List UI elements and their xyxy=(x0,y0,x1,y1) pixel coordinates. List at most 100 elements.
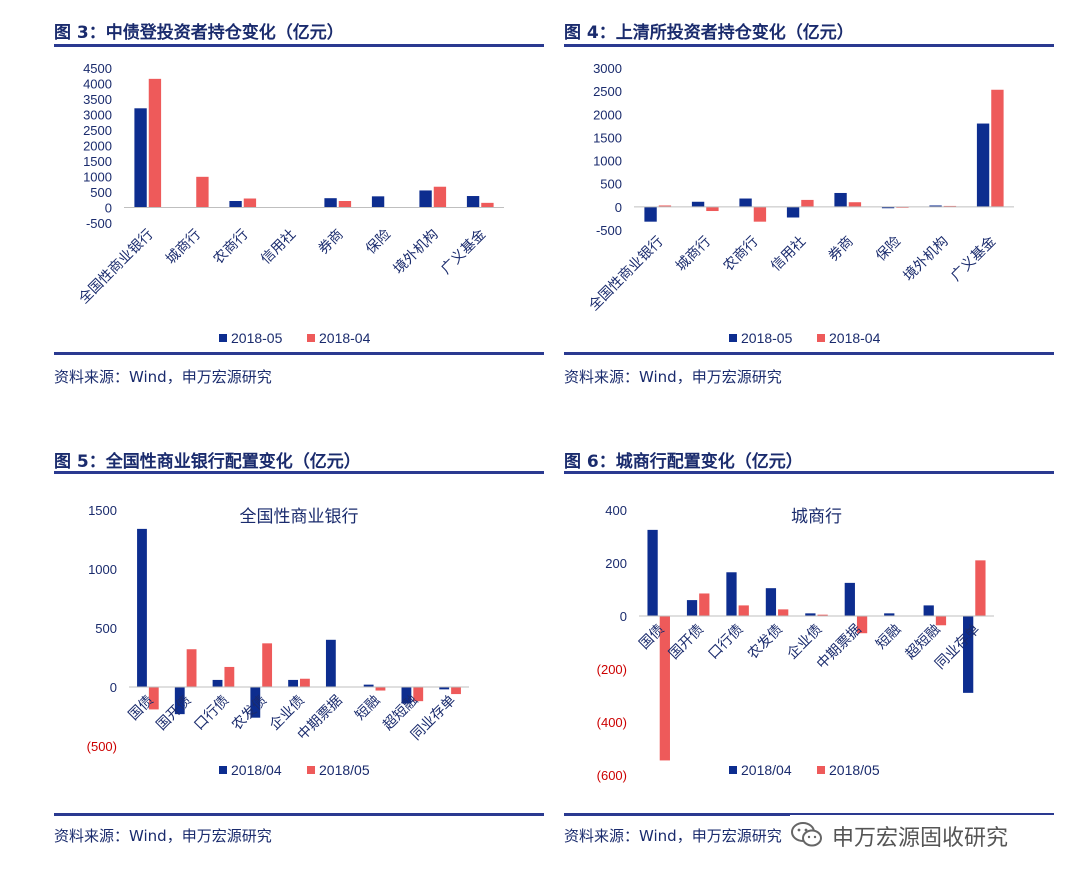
y-tick-label: 500 xyxy=(95,621,117,636)
figure-6-title: 图 6：城商行配置变化（亿元） xyxy=(564,452,803,472)
legend-swatch xyxy=(729,766,737,774)
figure-6-top-rule xyxy=(564,471,1054,474)
bar-series1 xyxy=(844,582,855,616)
bar-series2 xyxy=(433,186,447,208)
legend-swatch xyxy=(307,334,315,342)
bar-series2 xyxy=(778,609,789,616)
bar-series1 xyxy=(250,687,261,718)
bar-series1 xyxy=(834,192,847,207)
bar-series2 xyxy=(659,616,670,761)
y-tick-label: 1000 xyxy=(593,154,622,169)
y-tick-label: (400) xyxy=(597,715,627,730)
bar-series2 xyxy=(148,78,162,208)
bar-series2 xyxy=(975,560,986,616)
category-label: 短融 xyxy=(873,622,904,653)
figure-5-source: 资料来源：Wind，申万宏源研究 xyxy=(54,827,272,845)
figure-3-bottom-rule xyxy=(54,352,544,355)
bar-series1 xyxy=(765,588,777,616)
figure-5-top-rule xyxy=(54,471,544,474)
figure-3-panel: 图 3：中债登投资者持仓变化（亿元） -500 0 500 1000 1500 2000 2… xyxy=(54,18,544,386)
y-tick-label: 500 xyxy=(600,177,622,192)
category-label: 农商行 xyxy=(721,234,762,275)
y-tick-label: -500 xyxy=(86,216,112,231)
figure-3-top-rule xyxy=(54,44,544,47)
bar-series1 xyxy=(923,605,934,616)
y-tick-label: 4000 xyxy=(83,77,112,92)
figure-6-bottom-rule xyxy=(564,813,1054,816)
category-label: 国开债 xyxy=(666,622,707,663)
bar-series1 xyxy=(229,200,242,208)
bar-series2 xyxy=(413,687,424,702)
figure-5-title: 图 5：全国性商业银行配置变化（亿元） xyxy=(54,452,361,472)
y-tick-label: 3500 xyxy=(83,92,112,107)
legend-label: 2018/05 xyxy=(829,762,880,778)
bar-series1 xyxy=(647,529,658,616)
bar-series2 xyxy=(243,198,257,208)
watermark-text: 申万宏源固收研究 xyxy=(832,826,1009,851)
y-tick-label: -500 xyxy=(596,223,622,238)
category-label: 城商行 xyxy=(673,234,714,275)
legend-label: 2018-04 xyxy=(829,330,881,346)
bar-series1 xyxy=(371,196,385,208)
figure-4-chart: -500 0 500 1000 1500 2000 2500 3000 全国性商业银行 城商行 农商… xyxy=(585,61,1014,346)
bar-series1 xyxy=(466,196,480,208)
category-label: 农发债 xyxy=(229,693,270,734)
bar-series2 xyxy=(738,605,749,616)
y-tick-label: 3000 xyxy=(593,61,622,76)
bar-series2 xyxy=(186,649,197,687)
legend-swatch xyxy=(817,766,825,774)
figure-4-top-rule xyxy=(564,44,1054,47)
figure-3-source: 资料来源：Wind，申万宏源研究 xyxy=(54,368,272,386)
y-tick-label: 0 xyxy=(615,200,622,215)
legend-swatch xyxy=(817,334,825,342)
bar-series2 xyxy=(338,200,352,208)
legend-swatch xyxy=(219,766,227,774)
bar-series1 xyxy=(691,201,705,207)
category-label: 短融 xyxy=(352,693,383,724)
bar-series2 xyxy=(699,593,710,616)
category-label: 全国性商业银行 xyxy=(585,233,666,314)
bar-series2 xyxy=(817,614,828,616)
category-label: 国开债 xyxy=(153,693,194,734)
legend-swatch xyxy=(729,334,737,342)
bar-series2 xyxy=(262,643,273,687)
bar-series2 xyxy=(848,202,862,207)
bar-series1 xyxy=(644,206,657,222)
bar-series2 xyxy=(935,616,947,626)
category-label: 保险 xyxy=(873,234,904,265)
bar-series1 xyxy=(976,123,990,207)
category-label: 农发债 xyxy=(745,622,786,663)
y-tick-label: 3000 xyxy=(83,108,112,123)
bar-series1 xyxy=(805,613,816,616)
y-tick-label: 4500 xyxy=(83,61,112,76)
category-label: 信用社 xyxy=(768,234,809,275)
category-label: 境外机构 xyxy=(391,227,442,278)
y-tick-label: 0 xyxy=(105,201,112,216)
bar-series1 xyxy=(881,206,895,209)
bar-series1 xyxy=(929,205,942,207)
figure-4-bottom-rule xyxy=(564,352,1054,355)
figure-6-source: 资料来源：Wind，申万宏源研究 xyxy=(564,827,782,845)
y-tick-label: 1000 xyxy=(88,562,117,577)
chart-title: 全国性商业银行 xyxy=(240,507,359,527)
bar-series2 xyxy=(753,206,767,222)
legend-swatch xyxy=(219,334,227,342)
bar-series1 xyxy=(401,687,412,704)
figure-4-panel: 图 4：上清所投资者持仓变化（亿元） -500 0 500 1000 1500 2000 2… xyxy=(564,18,1054,386)
y-tick-label: (200) xyxy=(597,662,627,677)
bar-series2 xyxy=(300,678,310,687)
bar-series2 xyxy=(658,205,672,207)
bar-series1 xyxy=(174,687,185,715)
y-tick-label: 2500 xyxy=(593,84,622,99)
bar-series2 xyxy=(706,206,719,212)
y-tick-label: 500 xyxy=(90,185,112,200)
bar-series1 xyxy=(325,639,336,687)
figure-5-chart: 全国性商业银行(500)050010001500国债国开债口行债农发债企业债中期… xyxy=(87,503,469,778)
bar-series2 xyxy=(991,89,1004,207)
legend-label: 2018/04 xyxy=(231,762,282,778)
legend-label: 2018-05 xyxy=(741,330,793,346)
y-tick-label: (500) xyxy=(87,739,117,754)
category-label: 信用社 xyxy=(258,227,299,268)
y-tick-label: 1000 xyxy=(83,170,112,185)
watermark: 申万宏源固收研究 xyxy=(790,815,1060,855)
